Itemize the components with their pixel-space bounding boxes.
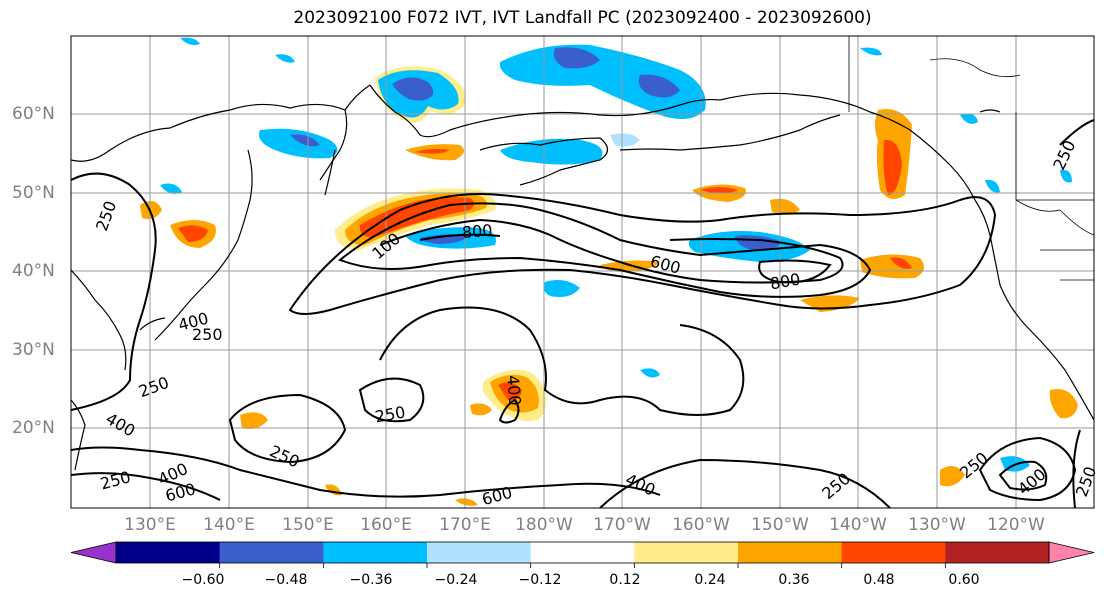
colorbar-segment xyxy=(945,542,1050,563)
contour-label: 250 xyxy=(192,325,223,344)
colorbar-segment xyxy=(323,542,428,563)
colorbar-segment xyxy=(116,542,221,563)
lon-label: 130°W xyxy=(908,515,966,535)
lon-label: 140°E xyxy=(203,515,255,535)
contour-label: 800 xyxy=(461,221,493,243)
lat-label-20n: 20°N xyxy=(12,418,55,438)
colorbar-extend-high xyxy=(1048,541,1095,564)
borders xyxy=(848,36,1094,281)
lon-label: 150°E xyxy=(282,515,334,535)
coastlines xyxy=(71,84,1094,471)
colorbar xyxy=(70,541,1095,568)
colorbar-tick-label: 0.60 xyxy=(948,572,980,588)
colorbar-segment xyxy=(427,542,532,563)
lon-label: 160°W xyxy=(672,515,730,535)
lon-label: 180°W xyxy=(515,515,573,535)
colorbar-tick-label: 0.48 xyxy=(863,572,895,588)
lat-label-50n: 50°N xyxy=(12,183,55,203)
map-frame xyxy=(70,35,1095,509)
graticule xyxy=(71,36,1094,508)
colorbar-segment xyxy=(634,542,739,563)
colorbar-segment xyxy=(530,542,635,563)
contour-label: 400 xyxy=(503,374,525,406)
colorbar-tick-label: 0.36 xyxy=(778,572,810,588)
colorbar-frame xyxy=(115,541,1050,564)
colorbar-extend-low xyxy=(70,541,117,564)
lon-label: 150°W xyxy=(751,515,809,535)
lon-label: 140°W xyxy=(829,515,887,535)
colorbar-tick-label: −0.24 xyxy=(434,572,478,588)
lat-label-60n: 60°N xyxy=(12,104,55,124)
colorbar-segment xyxy=(219,542,324,563)
colorbar-segment xyxy=(738,542,843,563)
lon-label: 120°W xyxy=(987,515,1045,535)
colorbar-tick-label: 0.24 xyxy=(694,572,726,588)
ivt-contours xyxy=(71,119,1094,508)
colorbar-tick-label: −0.48 xyxy=(264,572,308,588)
lon-label: 170°E xyxy=(439,515,491,535)
colorbar-tick-label: −0.12 xyxy=(518,572,562,588)
lon-label: 170°W xyxy=(593,515,651,535)
colorbar-tick-label: 0.12 xyxy=(609,572,641,588)
lat-label-30n: 30°N xyxy=(12,340,55,360)
map-title: 2023092100 F072 IVT, IVT Landfall PC (20… xyxy=(293,8,872,28)
lat-label-40n: 40°N xyxy=(12,261,55,281)
colorbar-tick-label: −0.36 xyxy=(349,572,393,588)
colorbar-segment xyxy=(841,542,946,563)
lon-label: 160°E xyxy=(360,515,412,535)
lon-label: 130°E xyxy=(124,515,176,535)
colorbar-tick-label: −0.60 xyxy=(181,572,225,588)
